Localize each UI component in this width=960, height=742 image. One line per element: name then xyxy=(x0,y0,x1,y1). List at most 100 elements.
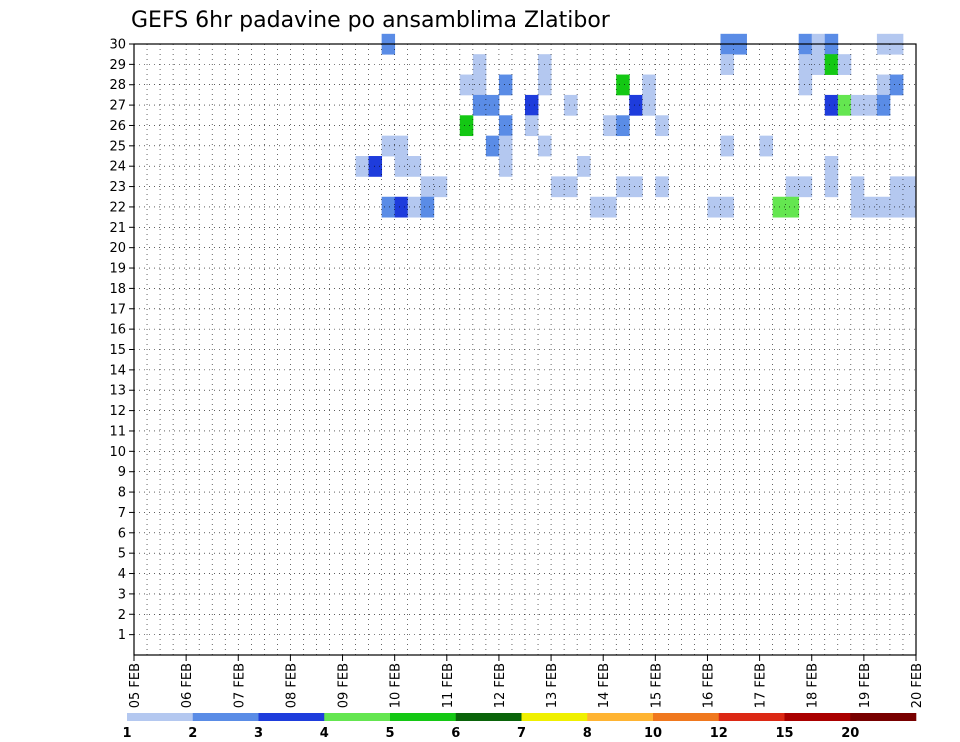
data-cell xyxy=(876,196,891,218)
data-cell xyxy=(889,176,904,198)
y-tick-label: 17 xyxy=(109,302,126,317)
data-cell xyxy=(551,176,565,198)
data-cell xyxy=(863,196,878,218)
data-cell xyxy=(850,196,865,218)
y-tick-label: 24 xyxy=(109,160,126,175)
x-tick-label: 18 FEB xyxy=(806,663,821,708)
data-cell xyxy=(824,94,839,116)
y-tick-label: 14 xyxy=(109,363,126,378)
x-tick-label: 15 FEB xyxy=(649,663,664,708)
data-cell xyxy=(720,135,734,157)
x-tick-label: 20 FEB xyxy=(910,663,925,708)
data-cell xyxy=(498,135,513,157)
x-tick-label: 12 FEB xyxy=(493,663,508,708)
x-tick-label: 13 FEB xyxy=(545,663,560,708)
colorbar-label: 12 xyxy=(710,726,728,741)
data-cell xyxy=(355,156,369,177)
data-cell xyxy=(433,176,448,198)
colorbar-label: 20 xyxy=(841,726,859,741)
data-cell xyxy=(381,135,396,157)
data-cell xyxy=(850,94,865,116)
y-tick-label: 18 xyxy=(109,282,126,297)
data-cell xyxy=(368,156,383,177)
colorbar-swatch xyxy=(258,713,325,721)
colorbar-label: 4 xyxy=(320,726,329,741)
data-cell xyxy=(394,196,409,218)
y-tick-label: 16 xyxy=(109,323,126,338)
y-tick-label: 7 xyxy=(118,506,126,521)
colorbar-swatch xyxy=(127,713,194,721)
data-cell xyxy=(564,176,578,198)
y-tick-label: 11 xyxy=(109,424,126,439)
y-tick-label: 21 xyxy=(109,221,126,236)
chart-title: GEFS 6hr padavine po ansamblima Zlatibor xyxy=(131,8,611,33)
y-tick-label: 25 xyxy=(109,139,126,154)
data-cell xyxy=(381,196,396,218)
colorbar-swatch xyxy=(718,713,785,721)
colorbar-label: 1 xyxy=(122,726,131,741)
y-tick-label: 2 xyxy=(118,608,126,623)
data-cell xyxy=(785,196,800,218)
colorbar-label: 15 xyxy=(775,726,793,741)
y-tick-label: 9 xyxy=(118,465,126,480)
y-tick-label: 5 xyxy=(118,547,126,562)
data-cell xyxy=(759,135,774,157)
data-cell xyxy=(798,54,813,75)
colorbar-swatch xyxy=(587,713,654,721)
y-tick-label: 4 xyxy=(118,567,126,582)
y-tick-label: 6 xyxy=(118,526,126,541)
data-cells xyxy=(355,33,917,218)
x-tick-label: 08 FEB xyxy=(284,663,299,708)
data-cell xyxy=(876,74,891,96)
data-cell xyxy=(459,115,474,137)
data-cell xyxy=(824,176,839,198)
data-cell xyxy=(889,196,904,218)
y-tick-label: 12 xyxy=(109,404,126,419)
y-tick-label: 29 xyxy=(109,58,126,73)
data-cell xyxy=(785,176,800,198)
data-cell xyxy=(655,115,669,137)
data-cell xyxy=(485,135,500,157)
data-cell xyxy=(824,156,839,177)
data-cell xyxy=(498,74,513,96)
data-cell xyxy=(616,115,630,137)
data-cell xyxy=(459,74,474,96)
data-cell xyxy=(850,176,865,198)
data-cell xyxy=(420,196,435,218)
data-cell xyxy=(876,94,891,116)
x-tick-label: 17 FEB xyxy=(754,663,769,708)
colorbar-swatch xyxy=(324,713,391,721)
colorbar-label: 10 xyxy=(644,726,662,741)
colorbar-label: 8 xyxy=(583,726,592,741)
data-cell xyxy=(720,54,734,75)
colorbar-label: 6 xyxy=(451,726,460,741)
y-tick-label: 10 xyxy=(109,445,126,460)
colorbar-swatch xyxy=(521,713,588,721)
data-cell xyxy=(564,94,578,116)
x-tick-label: 05 FEB xyxy=(128,663,143,708)
x-tick-label: 19 FEB xyxy=(858,663,873,708)
y-tick-label: 30 xyxy=(109,38,126,53)
data-cell xyxy=(616,74,630,96)
colorbar-swatch xyxy=(784,713,851,721)
colorbar-swatch xyxy=(850,713,917,721)
x-tick-label: 09 FEB xyxy=(337,663,352,708)
y-tick-label: 19 xyxy=(109,262,126,277)
data-cell xyxy=(485,94,500,116)
y-tick-label: 15 xyxy=(109,343,126,358)
data-cell xyxy=(420,176,435,198)
y-tick-label: 13 xyxy=(109,384,126,399)
y-tick-label: 28 xyxy=(109,78,126,93)
data-cell xyxy=(498,115,513,137)
x-tick-label: 11 FEB xyxy=(441,663,456,708)
y-axis: 1234567891011121314151617181920212223242… xyxy=(109,38,134,643)
x-axis: 05 FEB 06 FEB 07 FEB 08 FEB 09 FEB 10 FEB 11 F… xyxy=(128,655,925,708)
colorbar: 1 2 3 4 5 6 7 8 10 12 15 20 xyxy=(122,713,917,741)
colorbar-label: 3 xyxy=(254,726,263,741)
data-cell xyxy=(498,156,513,177)
colorbar-swatch xyxy=(390,713,457,721)
data-cell xyxy=(824,54,839,75)
colorbar-label: 5 xyxy=(385,726,394,741)
y-tick-label: 22 xyxy=(109,200,126,215)
